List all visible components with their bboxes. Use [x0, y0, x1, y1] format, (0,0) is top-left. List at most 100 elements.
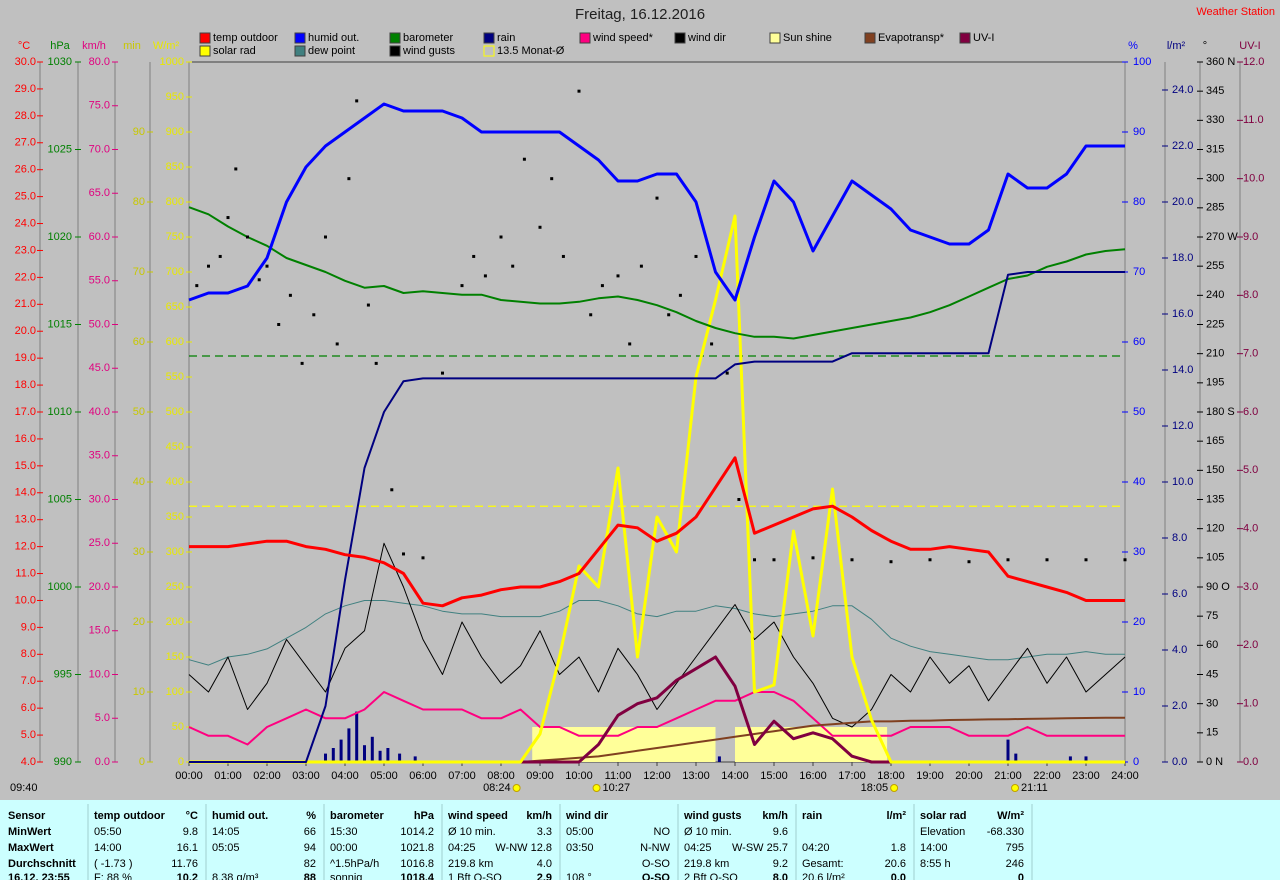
table-cell: 4.0	[537, 858, 552, 870]
axis-unit: %	[1128, 40, 1138, 52]
y-tick-label: 100	[1133, 56, 1151, 68]
y-tick-label: 4.0	[21, 756, 36, 768]
table-cell: 20.6	[885, 858, 906, 870]
y-tick-label: 0	[178, 756, 184, 768]
wind-dir-point	[655, 196, 659, 200]
legend-swatch	[294, 32, 306, 44]
wind-dir-point	[710, 342, 714, 346]
marker-label: 10:27	[603, 782, 631, 794]
wind-dir-point	[1084, 558, 1088, 562]
y-tick-label: 360 N	[1206, 56, 1235, 68]
table-header-cell: 88	[304, 872, 316, 880]
y-tick-label: 990	[54, 756, 72, 768]
table-header-cell: 2.9	[537, 872, 552, 880]
x-tick-label: 06:00	[409, 770, 437, 782]
y-tick-label: 40	[1133, 476, 1145, 488]
y-tick-label: 450	[166, 441, 184, 453]
y-tick-label: 75	[1206, 610, 1218, 622]
x-tick-label: 01:00	[214, 770, 242, 782]
y-tick-label: 20	[133, 616, 145, 628]
y-tick-label: 10	[1133, 686, 1145, 698]
y-tick-label: 1010	[48, 406, 72, 418]
y-tick-label: 9.0	[1243, 231, 1258, 243]
y-tick-label: 150	[1206, 464, 1224, 476]
table-cell: 04:25	[684, 842, 712, 854]
legend-swatch	[199, 32, 211, 44]
table-header-cell: °C	[186, 810, 198, 822]
y-tick-label: 300	[1206, 173, 1224, 185]
wind-dir-point	[288, 293, 292, 297]
y-tick-label: 80	[133, 196, 145, 208]
table-cell: ^1.5hPa/h	[330, 858, 379, 870]
y-tick-label: 11.0	[15, 567, 36, 579]
wind-dir-point	[300, 361, 304, 365]
wind-dir-point	[483, 274, 487, 278]
table-cell: ( -1.73 )	[94, 858, 133, 870]
y-tick-label: 24.0	[1172, 84, 1193, 96]
y-tick-label: 50	[1133, 406, 1145, 418]
table-cell: 1014.2	[400, 826, 434, 838]
y-tick-label: 90	[1133, 126, 1145, 138]
table-cell: 15:30	[330, 826, 358, 838]
x-tick-label: 03:00	[292, 770, 320, 782]
y-tick-label: 30	[1206, 698, 1218, 710]
y-tick-label: 21.0	[15, 298, 36, 310]
y-tick-label: 6.0	[1172, 588, 1187, 600]
table-header-cell: barometer	[330, 810, 385, 822]
series-line	[188, 206, 1126, 340]
wind-dir-point	[889, 560, 893, 564]
sun-marker	[1011, 784, 1020, 792]
rain-bar	[1084, 756, 1088, 762]
x-tick-label: 15:00	[760, 770, 788, 782]
y-tick-label: 6.0	[1243, 406, 1258, 418]
table-cell: 108 °	[566, 872, 592, 880]
chart-subtitle: Weather Station	[1196, 6, 1275, 18]
y-tick-label: 10.0	[89, 668, 110, 680]
wind-dir-point	[277, 323, 281, 326]
y-tick-label: 26.0	[15, 164, 36, 176]
rain-bar	[1014, 753, 1018, 762]
y-tick-label: 1005	[48, 493, 72, 505]
rain-bar	[717, 756, 721, 762]
wind-dir-point	[324, 235, 327, 239]
y-tick-label: 8.0	[1243, 289, 1258, 301]
table-cell: 14:00	[94, 842, 122, 854]
y-tick-label: 40.0	[89, 406, 110, 418]
wind-dir-point	[499, 235, 503, 239]
table-cell: 3.3	[537, 826, 552, 838]
y-tick-label: 65.0	[89, 187, 110, 199]
x-tick-label: 10:00	[565, 770, 593, 782]
table-cell: 16.1	[177, 842, 198, 854]
legend-label: 13.5 Monat-Ø	[497, 45, 565, 57]
y-tick-label: 10.0	[1172, 476, 1193, 488]
series-line	[188, 600, 1125, 666]
y-tick-label: 13.0	[15, 514, 36, 526]
y-tick-label: 50	[172, 721, 184, 733]
x-tick-label: 11:00	[605, 770, 632, 782]
y-tick-label: 12.0	[1172, 420, 1193, 432]
y-tick-label: 30.0	[89, 493, 110, 505]
y-tick-label: 1015	[48, 318, 72, 330]
rain-bar	[363, 745, 366, 762]
table-header-cell: 1018.4	[400, 872, 435, 880]
table-cell: 9.8	[183, 826, 198, 838]
table-cell: 246	[1006, 858, 1024, 870]
series-line	[188, 542, 1126, 728]
wind-dir-point	[616, 274, 620, 278]
sun-marker	[512, 784, 521, 792]
x-tick-label: 02:00	[253, 770, 281, 782]
y-tick-label: 16.0	[1172, 308, 1193, 320]
x-tick-label: 00:00	[175, 770, 203, 782]
axis-unit: UV-I	[1239, 40, 1260, 52]
y-tick-label: 700	[166, 266, 184, 278]
y-tick-label: 225	[1206, 318, 1224, 330]
wind-dir-point	[234, 167, 238, 171]
marker-label: 08:24	[483, 782, 511, 794]
y-tick-label: 1020	[48, 231, 72, 243]
table-cell: N-NW	[640, 842, 671, 854]
y-tick-label: 45.0	[89, 362, 110, 374]
y-tick-label: 850	[166, 161, 184, 173]
wind-dir-point	[421, 556, 425, 560]
axis-unit: km/h	[82, 40, 106, 52]
